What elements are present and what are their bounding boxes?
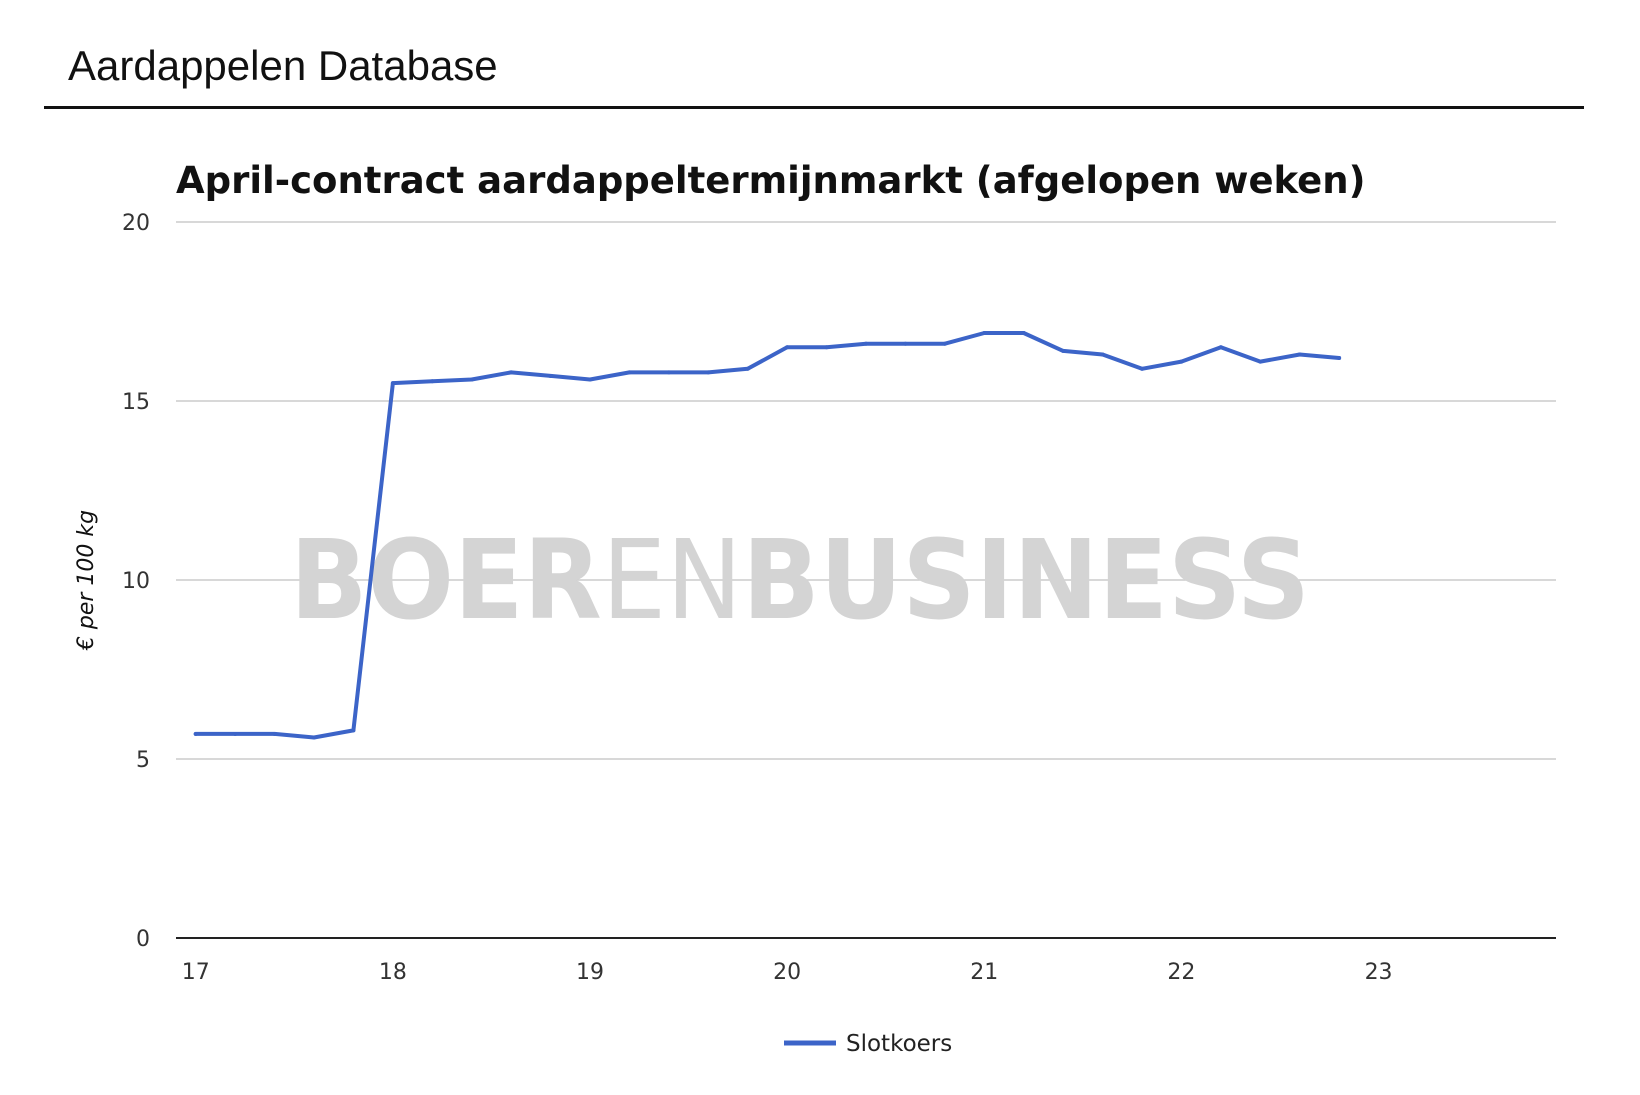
data-point xyxy=(706,370,711,375)
legend: Slotkoers xyxy=(784,1031,952,1057)
y-tick-label: 15 xyxy=(122,390,150,415)
data-point xyxy=(824,345,829,350)
x-tick-labels: 17 18 19 20 21 22 23 xyxy=(182,960,1393,985)
legend-label: Slotkoers xyxy=(846,1031,952,1057)
data-point xyxy=(1100,352,1105,357)
data-point xyxy=(1337,356,1342,361)
data-point xyxy=(942,341,947,346)
series-line-0 xyxy=(193,331,1342,740)
y-tick-label: 10 xyxy=(122,569,150,594)
data-point xyxy=(785,345,790,350)
y-axis-label: € per 100 kg xyxy=(74,510,99,651)
data-point xyxy=(1061,348,1066,353)
y-tick-labels: 0 5 10 15 20 xyxy=(122,211,150,952)
data-point xyxy=(1140,366,1144,371)
y-tick-label: 20 xyxy=(122,211,150,236)
data-point xyxy=(666,370,671,375)
data-point xyxy=(430,379,435,384)
data-point xyxy=(627,370,632,375)
data-point xyxy=(351,728,356,733)
x-tick-label: 17 xyxy=(182,960,210,985)
x-tick-label: 19 xyxy=(576,960,604,985)
x-tick-label: 18 xyxy=(379,960,407,985)
data-point xyxy=(1258,359,1263,364)
page-title: Aardappelen Database xyxy=(68,42,498,89)
x-tick-label: 23 xyxy=(1365,960,1393,985)
watermark-part-2: EN xyxy=(602,516,742,644)
data-point xyxy=(588,377,592,382)
data-point xyxy=(469,377,474,382)
y-tick-label: 0 xyxy=(136,927,150,952)
data-point xyxy=(390,381,395,386)
data-point xyxy=(1218,345,1223,350)
data-point xyxy=(548,373,553,378)
data-point xyxy=(272,731,277,736)
watermark-logo: BOERENBUSINESS xyxy=(290,516,1310,644)
data-point xyxy=(193,731,198,736)
x-tick-label: 20 xyxy=(773,960,801,985)
data-point xyxy=(1021,330,1026,335)
y-tick-label: 5 xyxy=(136,748,150,773)
x-tick-label: 22 xyxy=(1167,960,1195,985)
data-point xyxy=(509,370,514,375)
data-point xyxy=(745,366,750,371)
watermark-part-1: BOER xyxy=(290,516,602,644)
x-tick-label: 21 xyxy=(970,960,998,985)
data-point xyxy=(233,731,238,736)
data-point xyxy=(312,735,316,740)
grid-lines xyxy=(176,221,1556,939)
data-point xyxy=(864,341,868,346)
data-point xyxy=(1179,359,1184,364)
page-header: Aardappelen Database xyxy=(44,40,1584,109)
data-point xyxy=(982,330,987,335)
data-point xyxy=(1297,352,1302,357)
watermark-part-3: BUSINESS xyxy=(742,516,1310,644)
chart-title: April-contract aardappeltermijnmarkt (af… xyxy=(176,159,1366,202)
data-point xyxy=(903,341,908,346)
series-lines xyxy=(193,330,1342,740)
